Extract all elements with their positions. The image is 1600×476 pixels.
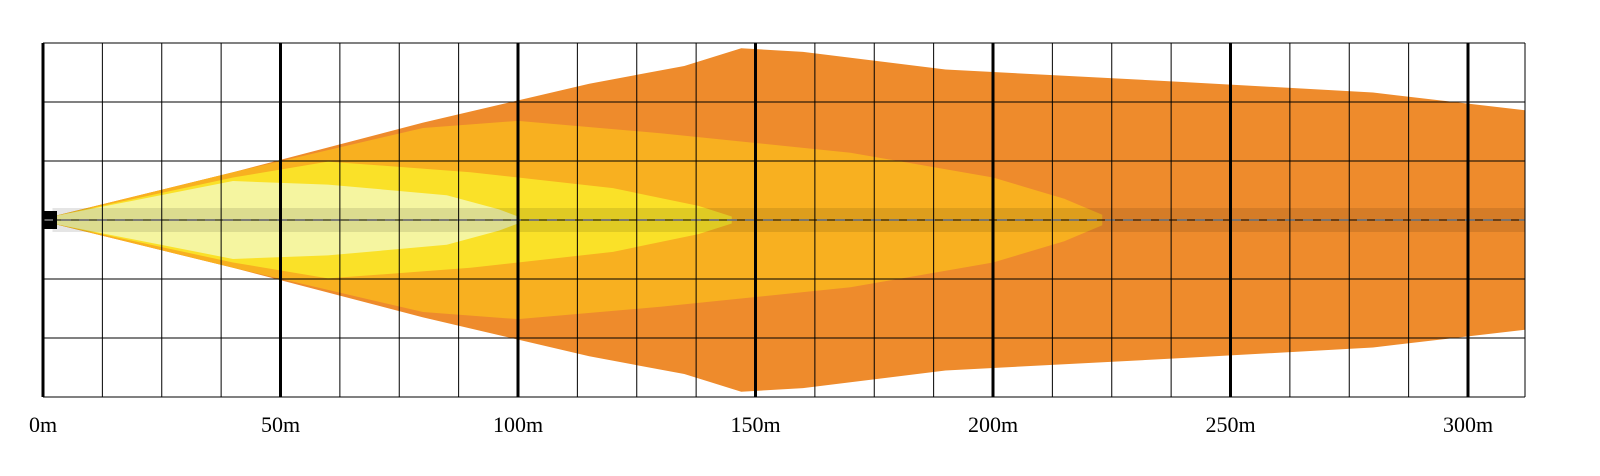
x-tick-label: 300m bbox=[1443, 412, 1493, 437]
grid bbox=[41, 42, 1526, 398]
x-tick-label: 0m bbox=[29, 412, 57, 437]
x-tick-label: 150m bbox=[730, 412, 780, 437]
x-tick-label: 50m bbox=[261, 412, 300, 437]
x-tick-label: 250m bbox=[1205, 412, 1255, 437]
x-tick-label: 200m bbox=[968, 412, 1018, 437]
x-tick-labels: 0m 50m 100m 150m 200m 250m 300m bbox=[29, 412, 1493, 437]
x-tick-label: 100m bbox=[493, 412, 543, 437]
